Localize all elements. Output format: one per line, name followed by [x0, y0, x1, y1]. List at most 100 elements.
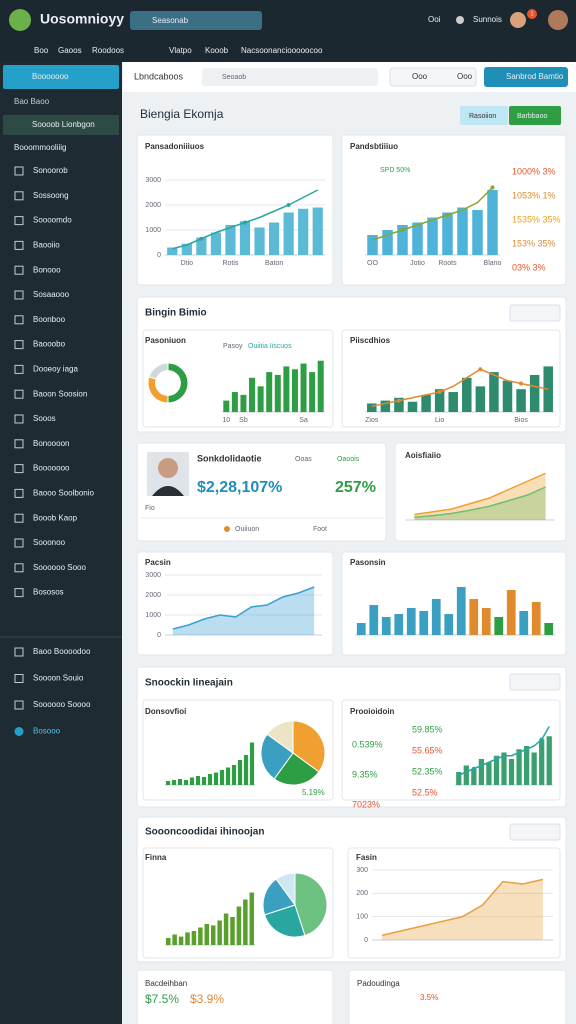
active-label[interactable]: Booooooo [32, 72, 69, 81]
filter-button[interactable] [460, 106, 508, 125]
selected-label[interactable]: Soooob Lionbgon [32, 120, 95, 129]
sidebar-item[interactable]: Baoon Soosion [33, 389, 87, 398]
bar [478, 759, 485, 785]
bar [397, 225, 408, 255]
x-tick-label: Sb [239, 417, 248, 424]
bar [223, 913, 229, 945]
sub-search[interactable] [202, 68, 378, 86]
nav-item[interactable]: Boo [34, 46, 49, 55]
pie-slice [273, 752, 320, 786]
bar [531, 752, 537, 785]
nav-item[interactable]: Kooob [205, 46, 229, 55]
sidebar-item[interactable]: Soooomdo [33, 216, 72, 225]
sidebar-item[interactable]: Soooooo Sooo [33, 563, 86, 572]
section-control[interactable] [509, 304, 561, 322]
icon [14, 513, 24, 523]
bar [382, 230, 393, 255]
sidebar-item[interactable]: Sossoong [33, 191, 69, 200]
bar [177, 779, 183, 785]
active-item[interactable] [3, 65, 119, 89]
menu-link[interactable]: Sunnois [473, 15, 502, 24]
icon [14, 647, 24, 657]
badge [527, 9, 537, 19]
legend-dot [224, 526, 230, 532]
sidebar-item[interactable]: Bonoooon [33, 439, 69, 448]
bar [531, 602, 541, 635]
bar [431, 599, 441, 635]
bar [171, 780, 177, 785]
toggle[interactable] [389, 67, 477, 87]
search-text[interactable]: Seasonab [152, 16, 189, 25]
sidebar-item[interactable]: Booob Kaop [33, 513, 78, 522]
point [445, 213, 450, 217]
bar [213, 772, 219, 785]
sidebar-item[interactable]: Baooiio [33, 241, 60, 250]
sidebar-item[interactable]: Boonboo [33, 315, 66, 324]
stat-label: 52.35% [412, 766, 443, 776]
export-label[interactable]: Barbbaoo [517, 113, 547, 120]
sidebar-item[interactable]: Sooos [33, 414, 56, 423]
nav-item[interactable]: Vlatpo [169, 46, 192, 55]
profile-value: $2,28,107% [197, 479, 282, 496]
note: Fio [145, 505, 155, 512]
sidebar-item[interactable]: Booooooo [33, 464, 70, 473]
action-label[interactable]: Sanbrod Bamtio [506, 72, 564, 81]
export-button[interactable] [509, 106, 561, 125]
bar [494, 617, 504, 635]
y-tick-label: 3000 [145, 177, 161, 184]
bar [201, 777, 207, 785]
pie-label: 5.19% [302, 788, 325, 797]
pie-slice [260, 733, 294, 780]
sub-search-text[interactable]: Seoaob [222, 74, 246, 81]
sidebar-item[interactable]: Bososos [33, 588, 64, 597]
stat-label: 7023% [352, 799, 380, 809]
section-control[interactable] [509, 673, 561, 691]
sidebar-item[interactable]: Soooon Souio [33, 674, 84, 683]
search-box[interactable] [130, 11, 262, 30]
nav-item[interactable]: Roodoos [92, 46, 124, 55]
bottom-value: 3.5% [420, 993, 438, 1002]
sidebar-item[interactable]: Soooooo Soooo [33, 700, 91, 709]
action-button[interactable] [484, 67, 568, 87]
chart-title: Donsovfioi [145, 707, 186, 716]
sidebar-item[interactable]: Bosooo [33, 727, 61, 736]
area [414, 487, 546, 520]
x-tick-label: Blano [484, 260, 502, 267]
section-control[interactable] [509, 823, 561, 841]
sidebar-item[interactable]: Dooeoy iaga [33, 365, 78, 374]
icon [14, 216, 24, 226]
bar [472, 210, 483, 255]
sidebar-item[interactable]: Baooo Soolbonio [33, 489, 94, 498]
sidebar-item[interactable]: Baooobo [33, 340, 66, 349]
button[interactable]: Ooo [457, 72, 473, 81]
bar [406, 608, 416, 635]
nav-item[interactable]: Nacsoonanciooooocoo [241, 46, 323, 55]
avatar[interactable] [510, 12, 526, 28]
button[interactable]: Ooo [412, 72, 428, 81]
filter-label[interactable]: Rasoiion [469, 113, 496, 120]
bar [508, 759, 515, 785]
bar [506, 590, 516, 635]
icon [14, 700, 24, 710]
chart-title: Pansadoniiiuos [145, 142, 205, 151]
bar [210, 232, 221, 255]
sidebar-item[interactable]: Sosaaooo [33, 290, 70, 299]
bar [489, 372, 499, 412]
sidebar-item[interactable]: Sooonoo [33, 538, 66, 547]
sidebar-item[interactable]: Bonooo [33, 265, 61, 274]
avatar[interactable] [548, 10, 568, 30]
nav-item[interactable]: Gaoos [58, 46, 82, 55]
sidebar-item[interactable]: Sonoorob [33, 166, 68, 175]
app-title: Uosomnioyy [40, 11, 124, 27]
card [136, 551, 334, 656]
pie-slice [294, 872, 328, 937]
legend-text: Ouiiuon [235, 526, 259, 533]
x-tick-label: Roots [438, 260, 457, 267]
sidebar-item[interactable]: Baoo Boooodoo [33, 647, 91, 656]
user-link[interactable]: Ooi [428, 15, 441, 24]
line [381, 878, 544, 937]
stat-label: 153% 35% [512, 238, 556, 248]
icon [14, 538, 24, 548]
selected-item[interactable] [3, 115, 119, 135]
